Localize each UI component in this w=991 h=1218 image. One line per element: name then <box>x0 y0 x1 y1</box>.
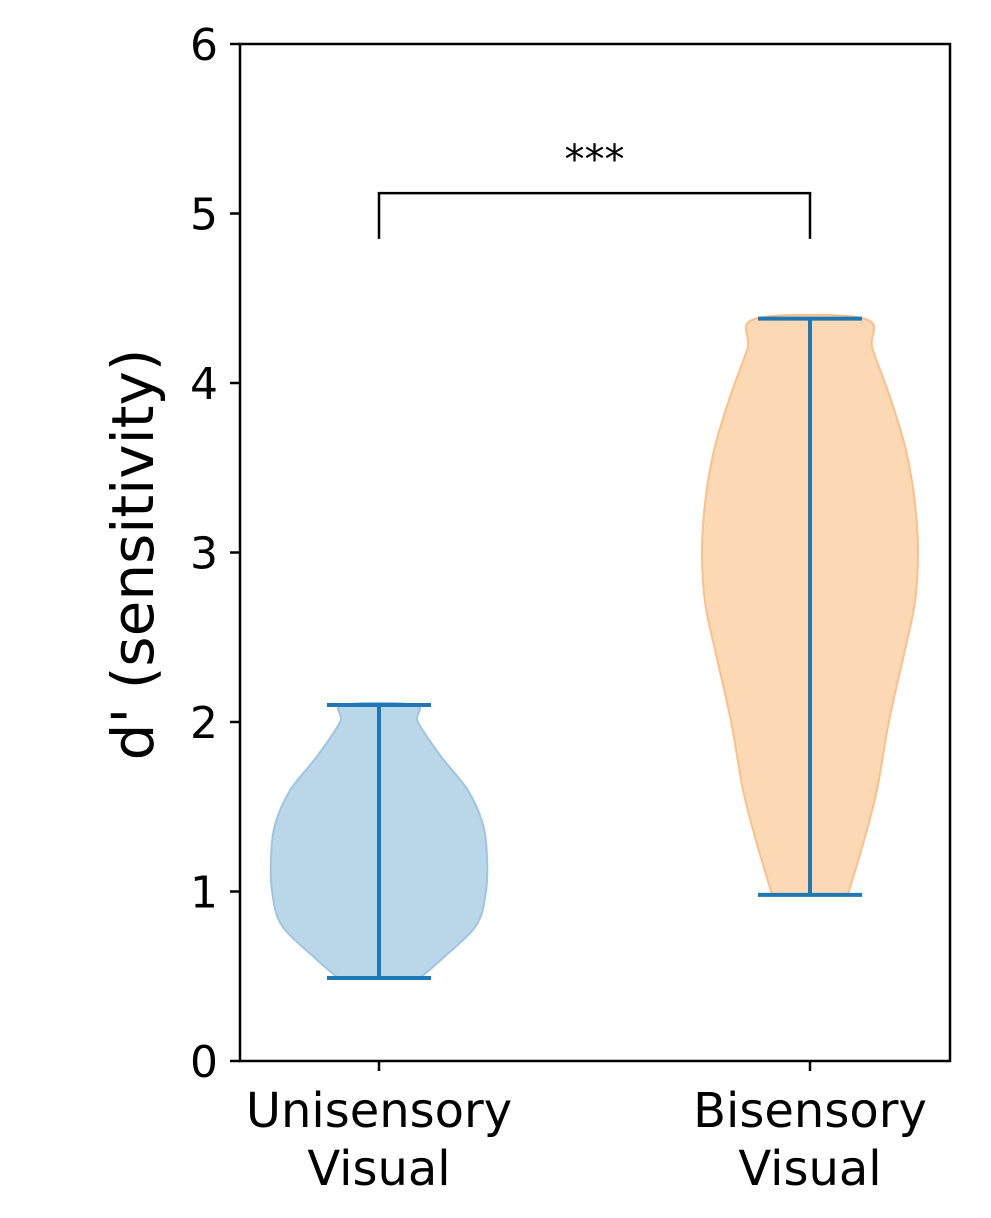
significance-bracket-line <box>377 191 812 239</box>
y-tick-label-2: 2 <box>190 698 218 749</box>
x-category-label-0-line-1: Visual <box>307 1141 450 1197</box>
significance-bracket: *** <box>377 137 812 239</box>
y-tick-label-3: 3 <box>190 529 218 580</box>
y-axis-ticks: 0 1 2 3 4 5 6 <box>190 20 240 1088</box>
x-category-label-0-line-0: Unisensory <box>246 1083 512 1139</box>
y-tick-label-4: 4 <box>190 359 218 410</box>
x-category-label-1-line-1: Visual <box>738 1141 881 1197</box>
y-tick-label-5: 5 <box>190 190 218 241</box>
violin-stat-lines <box>327 316 862 980</box>
y-axis-label: d' (sensitivity) <box>99 349 167 761</box>
y-tick-label-0: 0 <box>190 1037 218 1088</box>
significance-label: *** <box>565 137 625 183</box>
y-tick-label-1: 1 <box>190 868 218 919</box>
x-category-label-1-line-0: Bisensory <box>693 1083 927 1139</box>
y-tick-label-6: 6 <box>190 20 218 71</box>
violin-bodies <box>269 313 920 979</box>
